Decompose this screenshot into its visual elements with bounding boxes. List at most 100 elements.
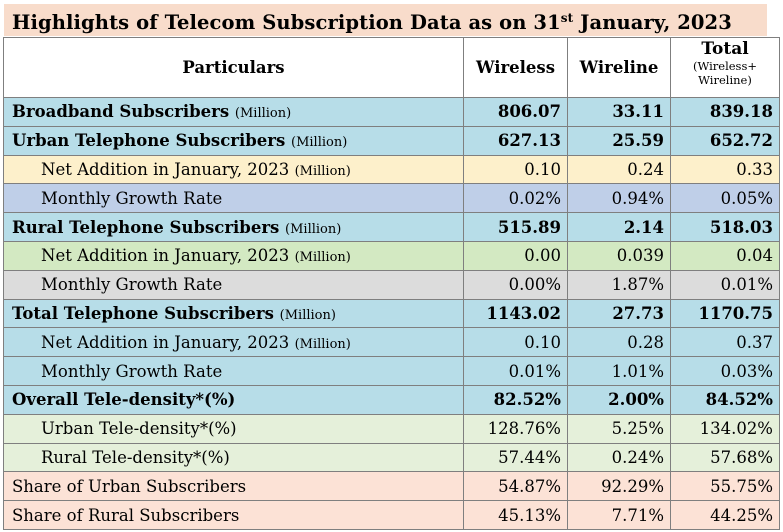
table-row: Share of Urban Subscribers 54.87% 92.29%… — [3, 471, 780, 502]
wireline-cell: 2.00% — [567, 384, 671, 415]
header-row: Particulars Wireless Wireline Total (Wir… — [3, 37, 780, 98]
total-cell: 84.52% — [670, 384, 780, 415]
label-text: Rural Telephone Subscribers — [12, 217, 280, 237]
wireless-cell: 0.01% — [463, 356, 568, 386]
wireless-cell: 128.76% — [463, 413, 568, 444]
label-text: Total Telephone Subscribers — [12, 303, 274, 323]
total-cell: 652.72 — [670, 125, 780, 156]
total-cell: 134.02% — [670, 413, 780, 444]
wireline-cell: 0.94% — [567, 183, 671, 214]
label-text: Net Addition in January, 2023 — [41, 332, 290, 352]
wireless-cell: 1143.02 — [463, 298, 568, 329]
wireline-cell: 1.01% — [567, 356, 671, 386]
wireline-cell: 2.14 — [567, 212, 671, 242]
unit-text: (Million) — [291, 135, 348, 151]
row-label: Net Addition in January, 2023 (Million) — [3, 327, 464, 358]
total-cell: 0.03% — [670, 356, 780, 386]
row-label: Urban Tele-density*(%) — [3, 413, 464, 444]
total-cell: 0.01% — [670, 269, 780, 300]
row-label: Monthly Growth Rate — [3, 356, 464, 386]
wireline-cell: 0.24 — [567, 154, 671, 185]
unit-text: (Million) — [294, 250, 351, 266]
table-row: Monthly Growth Rate 0.02% 0.94% 0.05% — [3, 183, 780, 214]
wireless-cell: 806.07 — [463, 97, 568, 127]
row-label: Monthly Growth Rate — [3, 183, 464, 214]
unit-text: (Million) — [294, 336, 351, 352]
table-row: Total Telephone Subscribers (Million) 11… — [3, 298, 780, 329]
table-row: Net Addition in January, 2023 (Million) … — [3, 154, 780, 185]
wireline-cell: 5.25% — [567, 413, 671, 444]
wireless-cell: 54.87% — [463, 471, 568, 502]
label-text: Broadband Subscribers — [12, 102, 230, 122]
total-cell: 1170.75 — [670, 298, 780, 329]
table-row: Urban Telephone Subscribers (Million) 62… — [3, 125, 780, 156]
wireless-cell: 627.13 — [463, 125, 568, 156]
title-tail: January, 2023 — [573, 11, 732, 34]
wireless-cell: 0.00 — [463, 240, 568, 271]
table-row: Net Addition in January, 2023 (Million) … — [3, 327, 780, 358]
wireless-cell: 0.00% — [463, 269, 568, 300]
header-total-sub2: Wireline) — [698, 73, 752, 87]
page-title: Highlights of Telecom Subscription Data … — [12, 11, 732, 34]
row-label: Net Addition in January, 2023 (Million) — [3, 154, 464, 185]
unit-text: (Million) — [285, 221, 342, 237]
header-wireless: Wireless — [463, 37, 568, 98]
table-row: Net Addition in January, 2023 (Million) … — [3, 240, 780, 271]
wireless-cell: 0.10 — [463, 327, 568, 358]
total-cell: 55.75% — [670, 471, 780, 502]
title-bar: Highlights of Telecom Subscription Data … — [4, 4, 767, 36]
row-label: Urban Telephone Subscribers (Million) — [3, 125, 464, 156]
wireline-cell: 27.73 — [567, 298, 671, 329]
total-cell: 0.05% — [670, 183, 780, 214]
wireline-cell: 7.71% — [567, 500, 671, 530]
wireline-cell: 0.28 — [567, 327, 671, 358]
total-cell: 839.18 — [670, 97, 780, 127]
wireless-cell: 0.02% — [463, 183, 568, 214]
table-row: Broadband Subscribers (Million) 806.07 3… — [3, 97, 780, 127]
total-cell: 0.37 — [670, 327, 780, 358]
header-total-label: Total — [701, 39, 749, 59]
header-total: Total (Wireless+ Wireline) — [670, 37, 780, 98]
row-label: Broadband Subscribers (Million) — [3, 97, 464, 127]
wireline-cell: 92.29% — [567, 471, 671, 502]
row-label: Total Telephone Subscribers (Million) — [3, 298, 464, 329]
row-label: Net Addition in January, 2023 (Million) — [3, 240, 464, 271]
header-total-sub: (Wireless+ — [692, 59, 757, 73]
wireline-cell: 0.24% — [567, 442, 671, 473]
table-row: Urban Tele-density*(%) 128.76% 5.25% 134… — [3, 413, 780, 444]
wireline-cell: 0.039 — [567, 240, 671, 271]
label-text: Net Addition in January, 2023 — [41, 159, 290, 179]
wireline-cell: 1.87% — [567, 269, 671, 300]
subscription-table: Particulars Wireless Wireline Total (Wir… — [3, 37, 780, 530]
row-label: Share of Urban Subscribers — [3, 471, 464, 502]
table-row: Overall Tele-density*(%) 82.52% 2.00% 84… — [3, 384, 780, 415]
row-label: Rural Tele-density*(%) — [3, 442, 464, 473]
table-row: Rural Tele-density*(%) 57.44% 0.24% 57.6… — [3, 442, 780, 473]
unit-text: (Million) — [279, 307, 336, 323]
row-label: Overall Tele-density*(%) — [3, 384, 464, 415]
unit-text: (Million) — [294, 163, 351, 179]
header-particulars: Particulars — [3, 37, 464, 98]
wireline-cell: 25.59 — [567, 125, 671, 156]
row-label: Rural Telephone Subscribers (Million) — [3, 212, 464, 242]
total-cell: 44.25% — [670, 500, 780, 530]
table-row: Share of Rural Subscribers 45.13% 7.71% … — [3, 500, 780, 530]
wireless-cell: 0.10 — [463, 154, 568, 185]
unit-text: (Million) — [234, 106, 292, 122]
header-wireline: Wireline — [567, 37, 671, 98]
title-superscript: st — [560, 11, 574, 25]
wireline-cell: 33.11 — [567, 97, 671, 127]
total-cell: 0.33 — [670, 154, 780, 185]
total-cell: 57.68% — [670, 442, 780, 473]
row-label: Monthly Growth Rate — [3, 269, 464, 300]
label-text: Net Addition in January, 2023 — [41, 246, 290, 266]
wireless-cell: 57.44% — [463, 442, 568, 473]
table-row: Monthly Growth Rate 0.01% 1.01% 0.03% — [3, 356, 780, 386]
table-row: Monthly Growth Rate 0.00% 1.87% 0.01% — [3, 269, 780, 300]
label-text: Urban Telephone Subscribers — [12, 131, 286, 151]
wireless-cell: 515.89 — [463, 212, 568, 242]
title-main: Highlights of Telecom Subscription Data … — [12, 11, 561, 34]
table-row: Rural Telephone Subscribers (Million) 51… — [3, 212, 780, 242]
total-cell: 518.03 — [670, 212, 780, 242]
row-label: Share of Rural Subscribers — [3, 500, 464, 530]
